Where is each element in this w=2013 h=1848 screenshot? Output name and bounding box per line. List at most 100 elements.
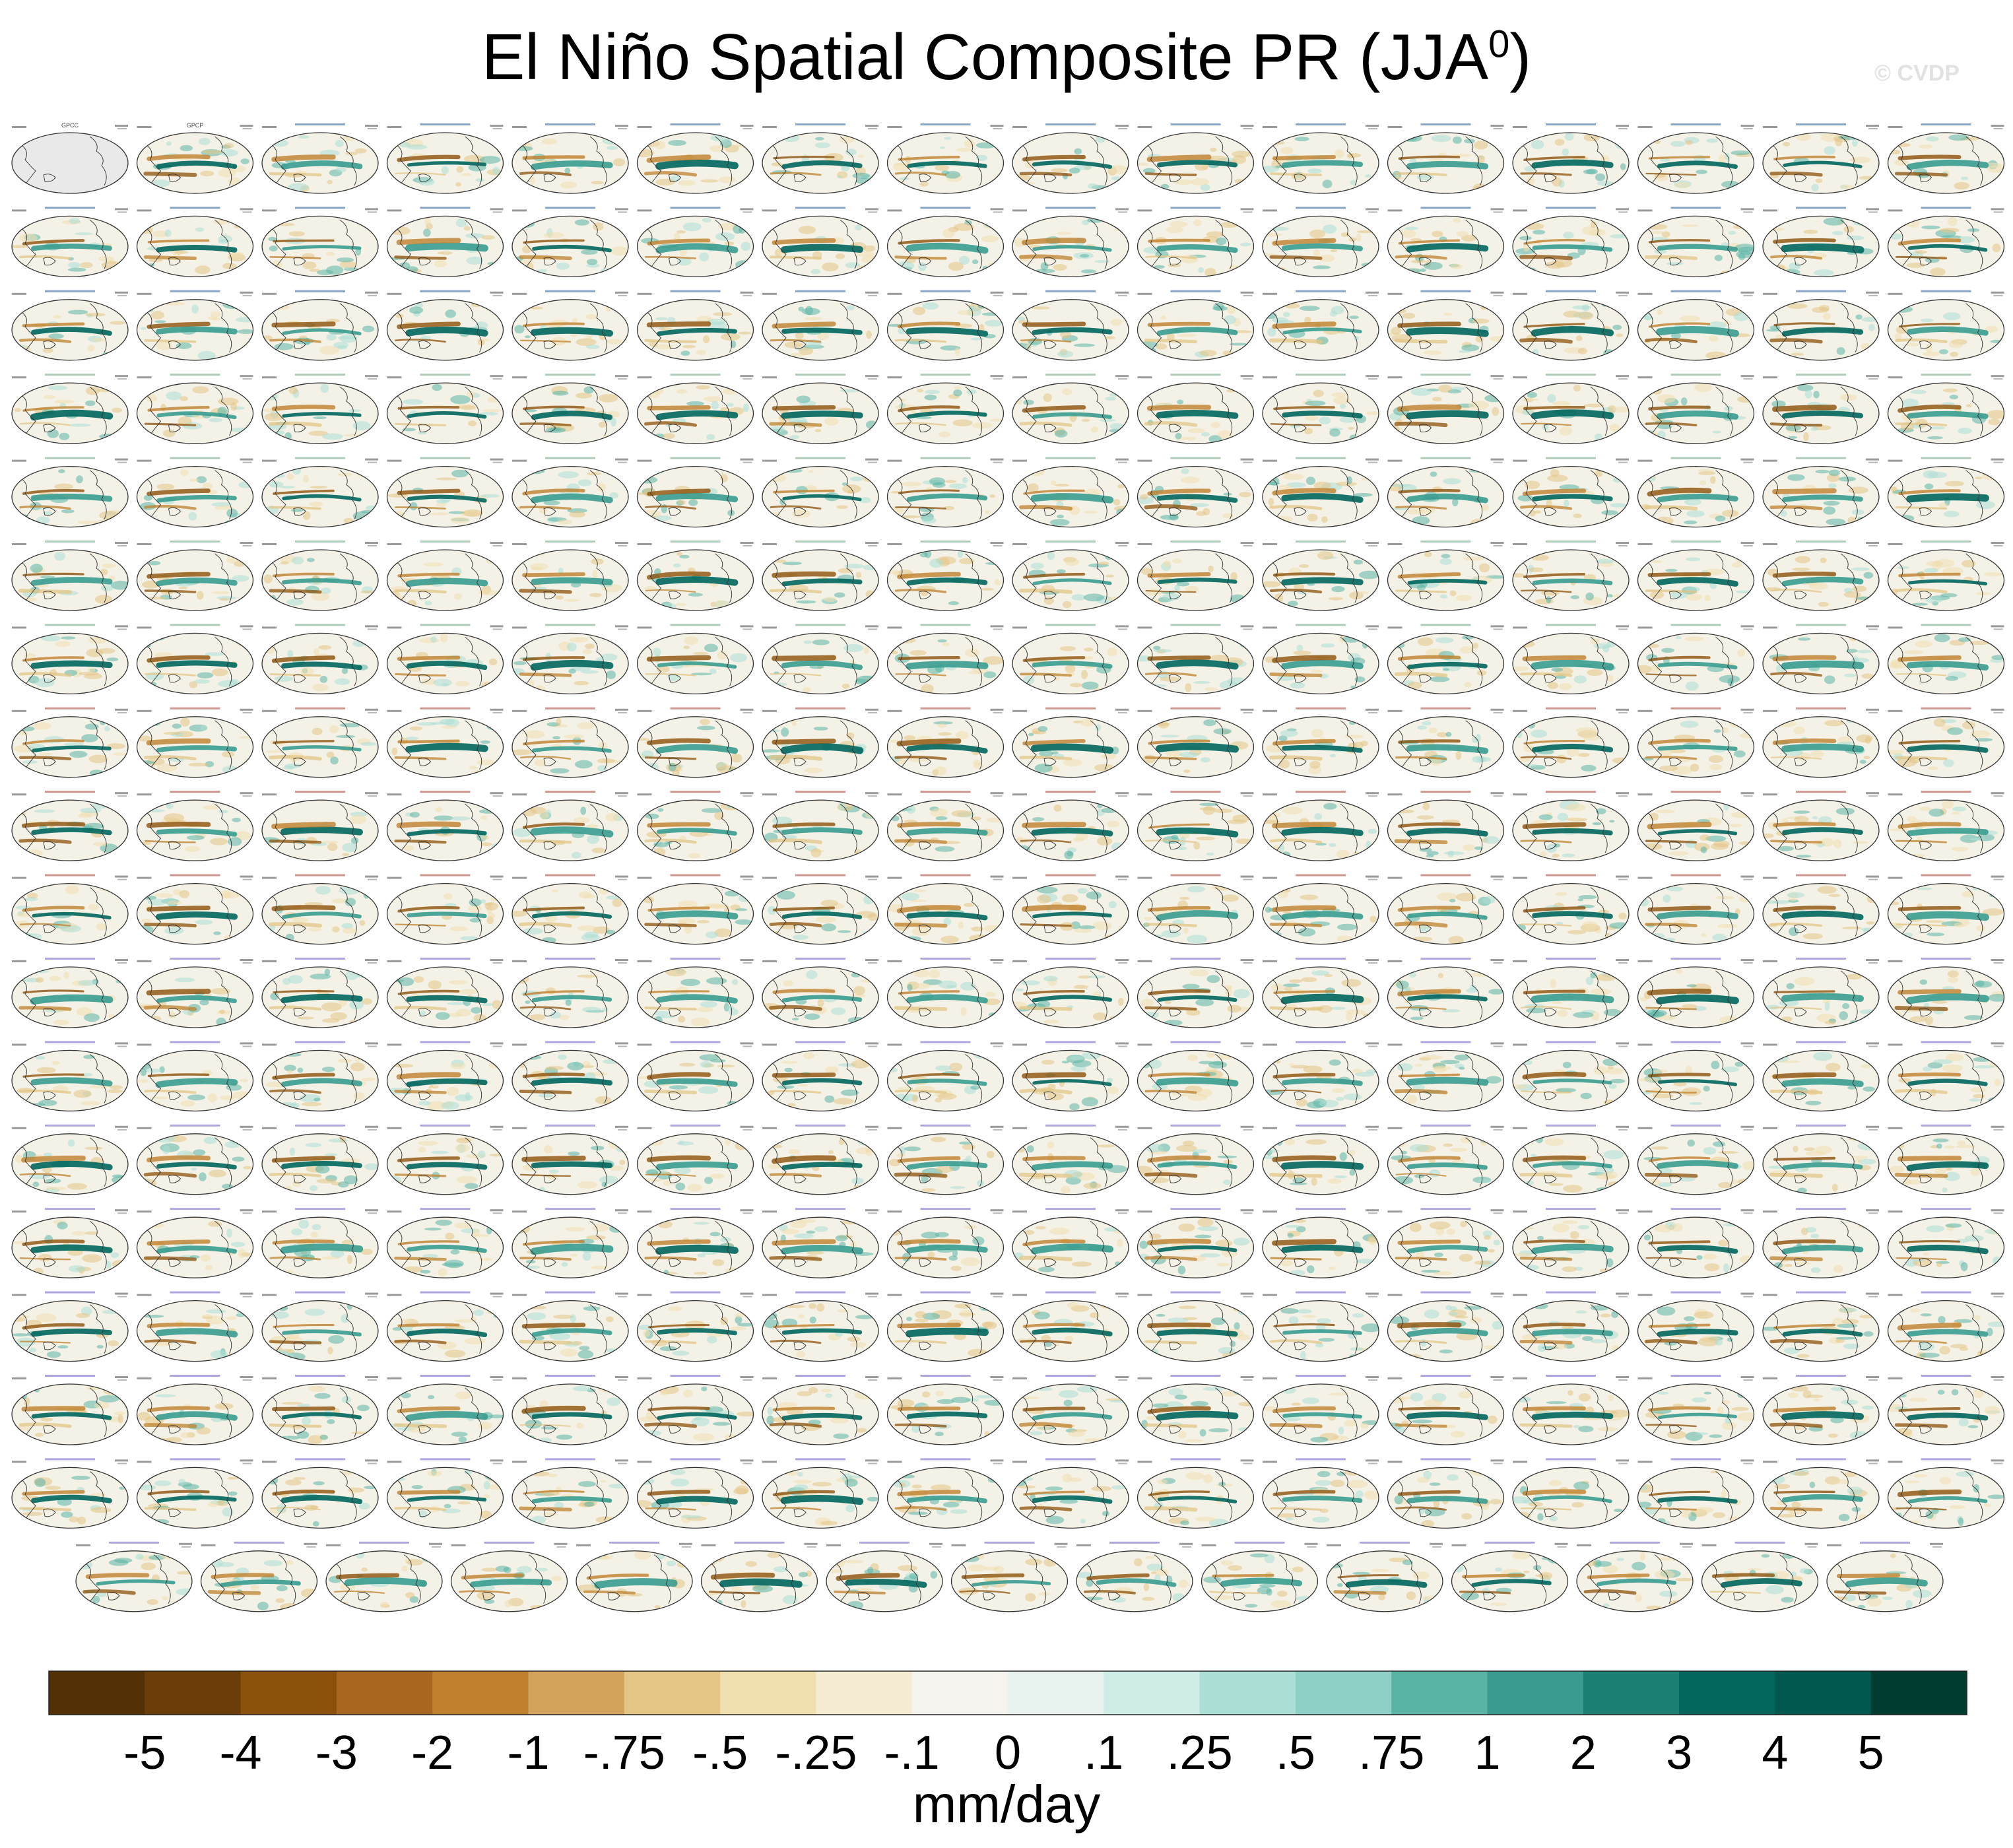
map-panel — [1012, 1458, 1129, 1529]
map-panel — [886, 707, 1005, 778]
map-panel — [1762, 624, 1880, 695]
map-panel — [1887, 1208, 2005, 1278]
map-panel — [826, 1541, 943, 1612]
map-panel — [636, 374, 754, 444]
colorbar-swatch — [1295, 1671, 1392, 1715]
map-panel — [261, 958, 379, 1028]
map-panel — [1637, 791, 1755, 861]
map-panel — [1637, 207, 1755, 278]
map-panel — [762, 1208, 879, 1278]
map-panel — [1887, 1291, 2005, 1362]
map-panel — [261, 374, 379, 444]
map-panel — [700, 1541, 818, 1612]
map-panel — [1512, 791, 1630, 861]
colorbar-swatch — [432, 1671, 529, 1715]
colorbar-swatch — [1008, 1671, 1104, 1715]
map-panel — [1512, 874, 1630, 945]
map-panel — [1262, 290, 1379, 361]
map-panel — [1137, 1375, 1255, 1445]
map-panel — [386, 1124, 504, 1195]
map-panel — [261, 791, 379, 861]
map-panel — [1262, 958, 1379, 1028]
map-panel — [762, 1458, 879, 1529]
colorbar-tick-label: 2 — [1570, 1727, 1597, 1779]
map-panel — [636, 958, 754, 1028]
map-panel — [886, 123, 1005, 194]
map-panel — [1012, 374, 1129, 444]
map-panel — [261, 1124, 379, 1195]
map-panel — [1012, 1208, 1129, 1278]
map-panel — [512, 1208, 629, 1278]
map-panel — [1637, 1124, 1755, 1195]
colorbar-swatch — [816, 1671, 913, 1715]
map-panel — [762, 874, 879, 945]
map-panel — [512, 1458, 629, 1529]
map-panel — [512, 457, 629, 528]
map-panel — [1137, 1291, 1255, 1362]
map-panel — [1387, 707, 1505, 778]
map-panel — [636, 1208, 754, 1278]
map-panel: GPCC — [11, 122, 129, 194]
map-panel — [1887, 374, 2005, 444]
map-panel — [136, 290, 254, 361]
map-panel — [386, 624, 504, 695]
colorbar-swatch — [49, 1671, 145, 1715]
map-panel — [1387, 541, 1505, 611]
colorbar-swatch — [1583, 1671, 1680, 1715]
map-panel — [1887, 207, 2005, 278]
map-panel — [386, 290, 504, 361]
map-panel — [11, 1208, 129, 1278]
map-panel — [11, 958, 129, 1028]
map-panel — [261, 707, 379, 778]
map-panel — [636, 624, 754, 695]
map-panel — [1512, 374, 1630, 444]
map-panel — [386, 1041, 504, 1112]
map-panel — [11, 1041, 129, 1112]
map-panel — [1887, 290, 2005, 361]
map-panel — [261, 1458, 379, 1529]
map-panel — [11, 624, 129, 695]
map-panel — [261, 1291, 379, 1362]
map-panel — [886, 1375, 1005, 1445]
map-panel — [1762, 1041, 1880, 1112]
map-panel — [1512, 1208, 1630, 1278]
map-panel — [1512, 1041, 1630, 1112]
map-panel — [636, 791, 754, 861]
colorbar-swatch — [1104, 1671, 1201, 1715]
map-panel — [1137, 1124, 1255, 1195]
colorbar-tick-label: -.25 — [775, 1727, 857, 1779]
map-panel — [762, 541, 879, 611]
map-panel — [136, 791, 254, 861]
map-panel — [1887, 1458, 2005, 1529]
map-panel — [1637, 1291, 1755, 1362]
map-panel — [762, 707, 879, 778]
map-panel — [886, 874, 1005, 945]
map-panel — [1201, 1541, 1319, 1612]
map-panel — [1387, 123, 1505, 194]
colorbar-swatch — [1775, 1671, 1872, 1715]
map-panel — [386, 1458, 504, 1529]
map-panel — [1262, 1291, 1379, 1362]
colorbar-tick-label: .25 — [1167, 1727, 1233, 1779]
map-panel — [136, 1208, 254, 1278]
map-panel — [512, 374, 629, 444]
map-panel — [1512, 1375, 1630, 1445]
map-panel — [1012, 1375, 1129, 1445]
map-panel — [1262, 874, 1379, 945]
map-panel — [1012, 1124, 1129, 1195]
map-panel — [512, 290, 629, 361]
map-panel — [1137, 541, 1255, 611]
map-panel — [11, 1291, 129, 1362]
map-panel — [762, 1041, 879, 1112]
colorbar-swatch — [1679, 1671, 1775, 1715]
colorbar-tick-label: -1 — [507, 1727, 549, 1779]
map-panel — [11, 374, 129, 444]
map-panel — [1387, 1208, 1505, 1278]
colorbar-tick-label: .5 — [1276, 1727, 1315, 1779]
map-panel — [136, 374, 254, 444]
map-panel — [1137, 374, 1255, 444]
map-panel — [261, 1208, 379, 1278]
map-panel — [636, 1124, 754, 1195]
svg-text:GPCC: GPCC — [61, 122, 79, 129]
colorbar-tick-label: 4 — [1762, 1727, 1788, 1779]
